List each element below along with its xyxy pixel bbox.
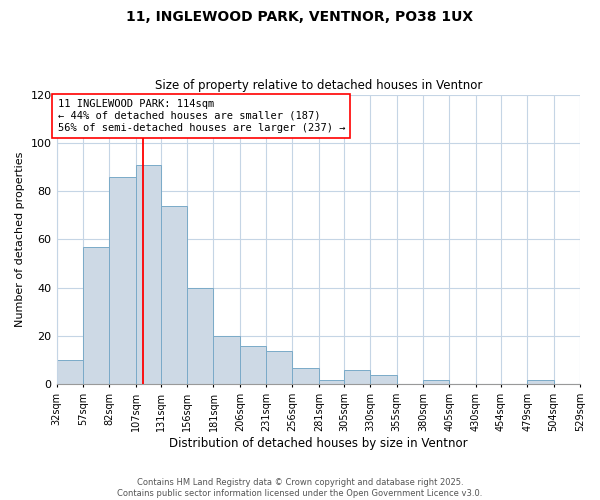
Bar: [423, 380, 449, 384]
Bar: [56, 360, 83, 384]
Bar: [240, 346, 266, 385]
Bar: [266, 350, 292, 384]
Bar: [319, 380, 344, 384]
Bar: [187, 288, 214, 384]
Bar: [370, 375, 397, 384]
Bar: [136, 164, 161, 384]
Bar: [214, 336, 240, 384]
Bar: [527, 380, 554, 384]
Title: Size of property relative to detached houses in Ventnor: Size of property relative to detached ho…: [155, 79, 482, 92]
Bar: [109, 176, 136, 384]
Text: 11, INGLEWOOD PARK, VENTNOR, PO38 1UX: 11, INGLEWOOD PARK, VENTNOR, PO38 1UX: [127, 10, 473, 24]
Bar: [161, 206, 187, 384]
Y-axis label: Number of detached properties: Number of detached properties: [15, 152, 25, 327]
Bar: [344, 370, 370, 384]
Bar: [292, 368, 319, 384]
X-axis label: Distribution of detached houses by size in Ventnor: Distribution of detached houses by size …: [169, 437, 467, 450]
Bar: [83, 246, 109, 384]
Text: 11 INGLEWOOD PARK: 114sqm
← 44% of detached houses are smaller (187)
56% of semi: 11 INGLEWOOD PARK: 114sqm ← 44% of detac…: [58, 100, 345, 132]
Text: Contains HM Land Registry data © Crown copyright and database right 2025.
Contai: Contains HM Land Registry data © Crown c…: [118, 478, 482, 498]
